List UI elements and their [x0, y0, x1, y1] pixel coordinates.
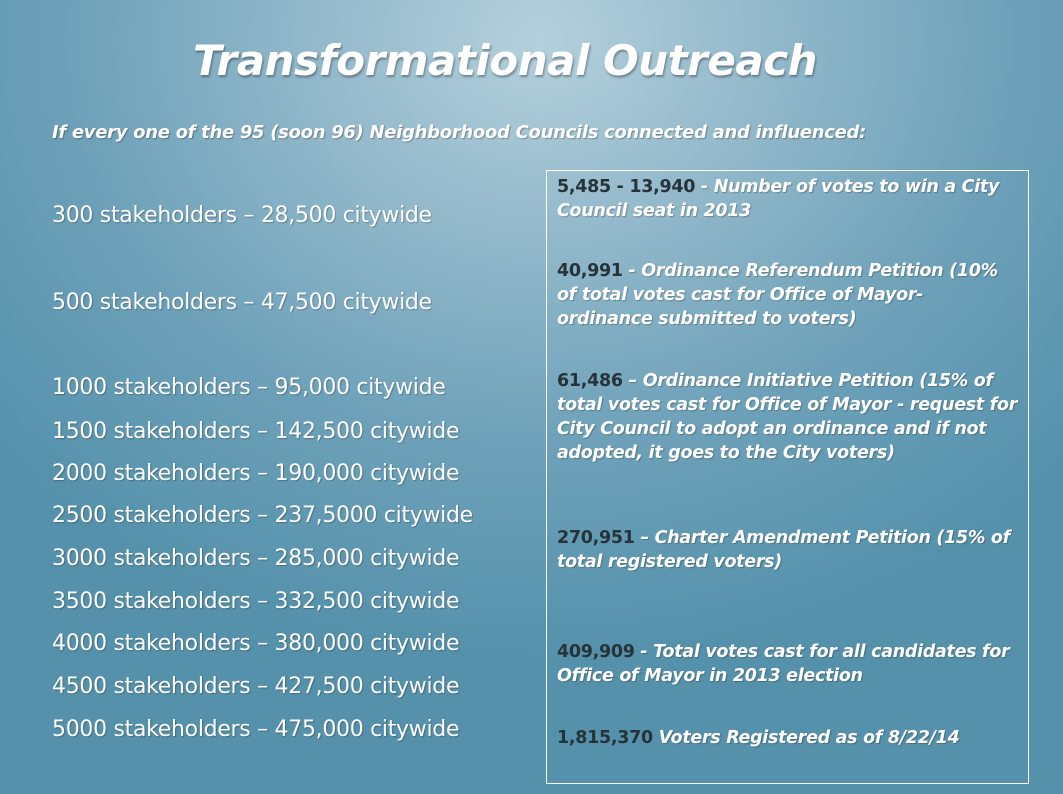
fact-text: - Number of votes to win a City Council …	[557, 177, 1000, 221]
fact-number: 61,486	[557, 371, 623, 391]
fact-text: – Charter Amendment Petition (15% of tot…	[557, 528, 1010, 572]
fact-item: 40,991 - Ordinance Referendum Petition (…	[557, 259, 1022, 331]
stakeholder-line: 300 stakeholders – 28,500 citywide	[52, 203, 432, 228]
stakeholder-line: 1500 stakeholders – 142,500 citywide	[52, 419, 460, 444]
fact-text: - Total votes cast for all candidates fo…	[557, 642, 1010, 686]
stakeholder-line: 3000 stakeholders – 285,000 citywide	[52, 546, 460, 571]
stakeholder-line: 2500 stakeholders – 237,5000 citywide	[52, 503, 473, 528]
fact-text: - Ordinance Referendum Petition (10% of …	[557, 261, 998, 329]
fact-text: Voters Registered as of 8/22/14	[652, 728, 960, 748]
fact-number: 270,951	[557, 528, 635, 548]
stakeholder-line: 3500 stakeholders – 332,500 citywide	[52, 589, 460, 614]
fact-item: 61,486 – Ordinance Initiative Petition (…	[557, 369, 1022, 465]
fact-number: 5,485 - 13,940	[557, 177, 696, 197]
fact-number: 40,991	[557, 261, 623, 281]
stakeholder-line: 4500 stakeholders – 427,500 citywide	[52, 674, 460, 699]
fact-number: 409,909	[557, 642, 635, 662]
fact-text: – Ordinance Initiative Petition (15% of …	[557, 371, 1018, 463]
stakeholder-line: 500 stakeholders – 47,500 citywide	[52, 290, 432, 315]
stakeholder-line: 2000 stakeholders – 190,000 citywide	[52, 461, 460, 486]
fact-item: 409,909 - Total votes cast for all candi…	[557, 640, 1022, 688]
stakeholder-line: 5000 stakeholders – 475,000 citywide	[52, 717, 460, 742]
stakeholder-line: 4000 stakeholders – 380,000 citywide	[52, 631, 460, 656]
stakeholder-line: 1000 stakeholders – 95,000 citywide	[52, 375, 446, 400]
fact-item: 270,951 – Charter Amendment Petition (15…	[557, 526, 1022, 574]
fact-item: 5,485 - 13,940 - Number of votes to win …	[557, 175, 1022, 223]
fact-item: 1,815,370 Voters Registered as of 8/22/1…	[557, 726, 1022, 750]
fact-number: 1,815,370	[557, 728, 653, 748]
slide-title: Transformational Outreach	[192, 36, 818, 85]
slide-subtitle: If every one of the 95 (soon 96) Neighbo…	[52, 122, 867, 143]
facts-box: 5,485 - 13,940 - Number of votes to win …	[546, 170, 1029, 784]
